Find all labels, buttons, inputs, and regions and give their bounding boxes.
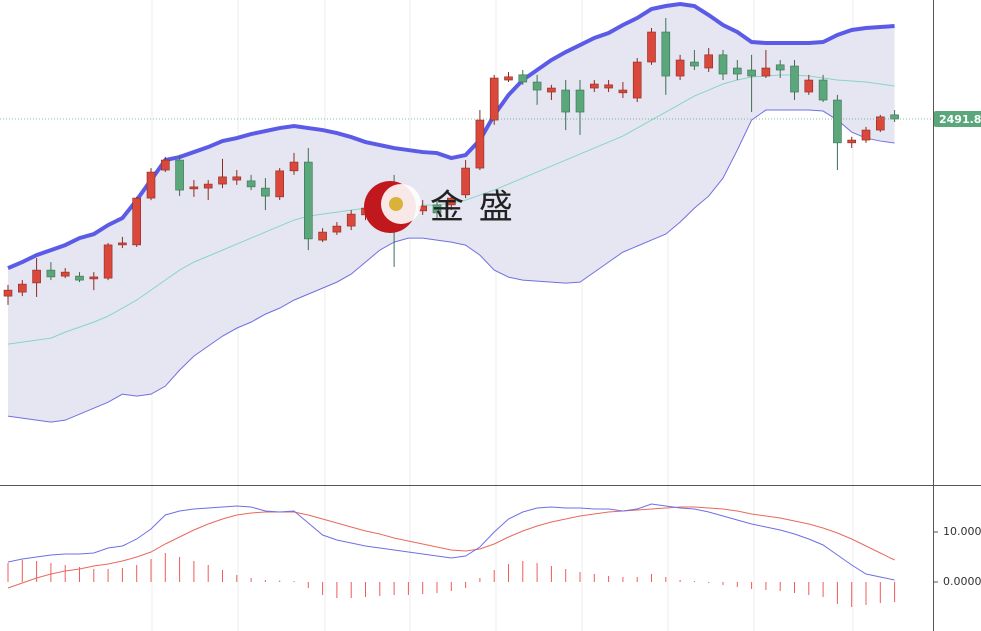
candle-body [175,159,184,191]
bollinger-upper [7,1,895,270]
candle-body [775,64,785,71]
candle-body [275,170,285,198]
candle-body [60,271,70,277]
candle-body [103,244,113,279]
candle-body [718,54,728,75]
macd-dif-line [7,503,895,581]
candle-body [303,161,313,240]
candle-body [833,99,842,144]
logo-coin [389,197,403,211]
macd-panel [7,503,896,607]
candle-body [32,269,41,284]
candle-body [661,31,671,77]
candle-body [604,84,613,89]
candle-body [547,87,556,93]
candle-body [475,119,485,169]
candle-body [189,186,199,190]
candle-body [632,61,642,99]
axis-labels: 2491.86 10.0000 0.0000 [933,111,981,588]
candle-body [118,242,127,246]
candle-body [489,77,499,121]
candle-body [46,269,56,278]
candle-body [518,74,528,83]
candle-body [17,283,27,293]
candle-body [818,79,828,101]
candle-body [318,231,327,241]
candle-body [875,116,885,131]
candle-body [790,65,799,93]
candle-body [747,69,756,77]
candle-body [861,129,871,141]
candle-body [675,59,685,77]
candle-body [89,276,99,280]
candle-body [75,275,84,281]
candle-body [289,161,299,172]
candle-body [732,67,742,75]
candle-body [161,159,170,171]
candle-body [704,54,714,69]
y-tick-label: 10.0000 [943,525,981,538]
candle-body [218,176,227,185]
candle-body [346,213,356,227]
y-tick-label: 0.0000 [943,575,981,588]
last-price-label: 2491.86 [939,113,981,126]
candle-body [532,81,542,91]
candle-body [561,89,571,113]
candle-body [761,67,771,77]
candle-body [232,176,242,181]
candle-body [146,171,156,199]
candle-body [618,89,628,94]
candle-body [589,83,599,89]
candle-body [246,180,256,188]
candle-body [203,183,213,189]
candle-body [575,89,585,113]
bollinger-lower [7,109,895,423]
candle-body [332,225,342,233]
candle-body [261,187,270,197]
macd-dea-line [7,506,895,589]
candle-body [804,79,814,93]
candle-body [432,204,442,214]
candle-body [446,197,456,206]
candle-body [3,289,13,297]
candle-body [132,197,141,246]
candle-body [847,139,857,144]
price-panel [0,1,933,423]
candle-body [890,114,899,120]
watermark: 金 盛 [364,181,515,233]
candle-body [461,167,470,196]
last-price-tag [934,111,981,128]
candle-body [504,76,513,81]
watermark-text: 金 盛 [430,188,515,228]
candle-body [647,31,656,63]
candle-body [690,61,699,67]
